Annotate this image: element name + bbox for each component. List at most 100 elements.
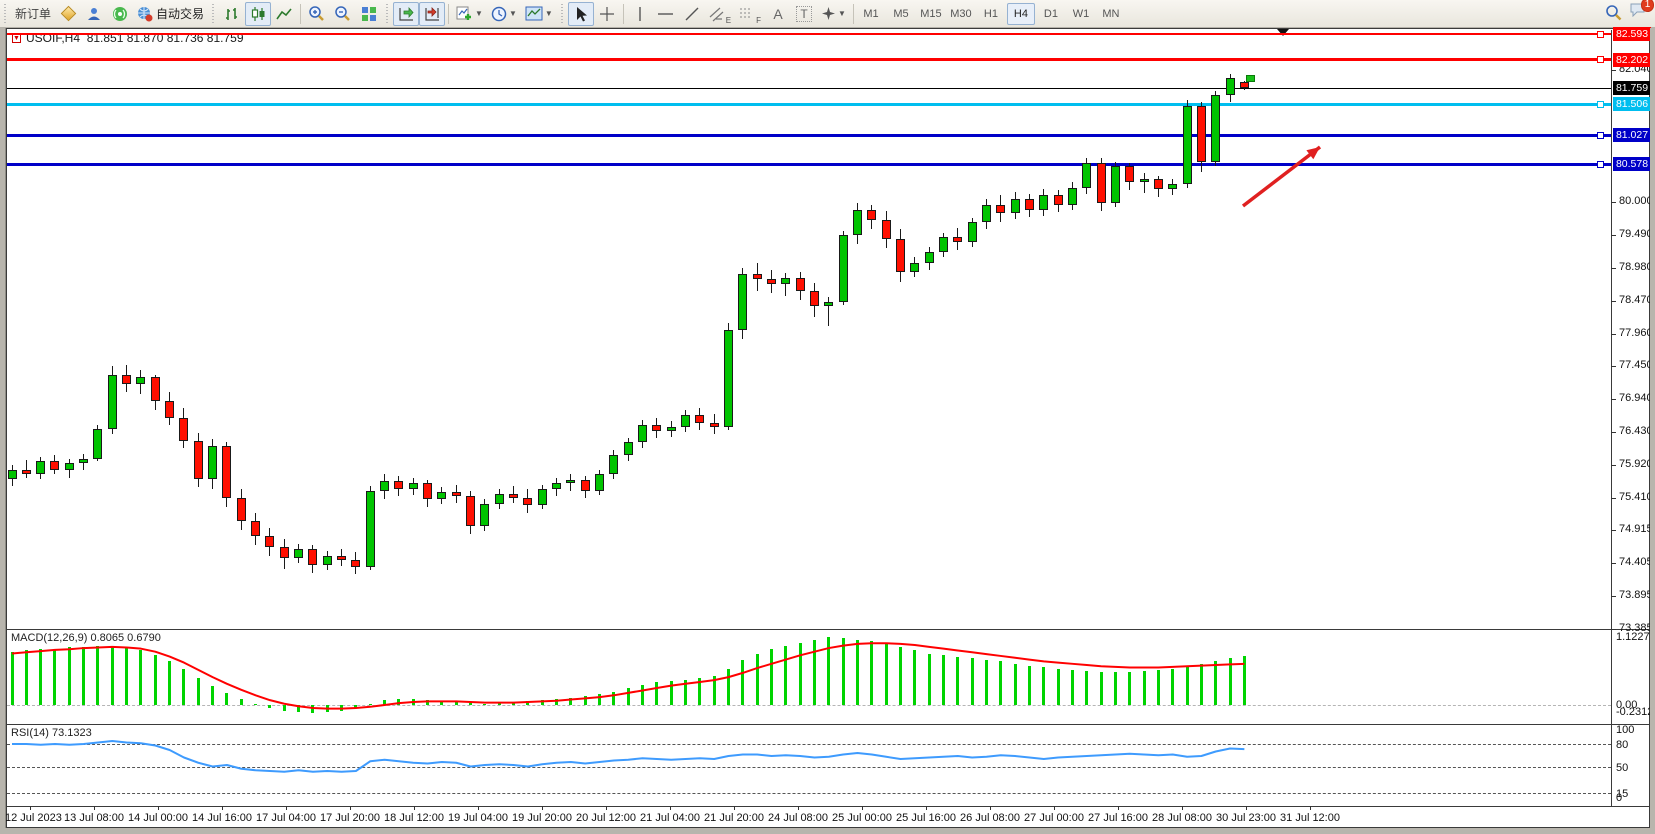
level-line-handle[interactable] [1597, 30, 1604, 38]
text-label-tool[interactable]: T [791, 2, 817, 26]
new-order-button[interactable]: 新订单 [11, 2, 55, 26]
autotrading-globe-icon [138, 6, 153, 21]
panel-separator[interactable] [7, 724, 1650, 725]
auto-scroll-icon[interactable] [393, 1, 420, 26]
new-chart-button[interactable]: ▼ [452, 2, 487, 26]
search-icon[interactable] [1605, 4, 1622, 21]
bar-chart-icon[interactable] [219, 2, 245, 26]
tile-windows-icon[interactable] [356, 2, 382, 26]
time-tick [798, 806, 799, 810]
macd-histogram-bar [526, 701, 530, 705]
timeframe-w1[interactable]: W1 [1072, 7, 1090, 20]
candle-body [681, 414, 690, 427]
annotation-arrow-head[interactable] [1306, 147, 1320, 160]
templates-button[interactable]: ▼ [521, 2, 557, 26]
macd-histogram-bar [1199, 663, 1203, 705]
candle-body [580, 479, 590, 492]
mql5-community-icon[interactable] [81, 2, 107, 26]
timeframe-h1[interactable]: H1 [983, 7, 998, 20]
chart-shift-icon[interactable] [419, 1, 446, 26]
macd-histogram-bar [712, 675, 716, 705]
annotation-arrow-shaft[interactable] [1241, 145, 1322, 208]
level-line-handle[interactable] [1597, 100, 1604, 108]
level-line-handle[interactable] [1597, 160, 1604, 168]
time-axis[interactable] [7, 807, 1611, 827]
autotrading-button[interactable]: 自动交易 [133, 2, 208, 26]
candle-body [1125, 166, 1135, 183]
time-axis-label: 14 Jul 00:00 [128, 812, 188, 824]
line-chart-icon[interactable] [271, 2, 297, 26]
time-tick [350, 806, 351, 810]
level-line-handle[interactable] [1597, 56, 1604, 64]
rsi-level-line[interactable] [7, 744, 1611, 745]
candle-body [107, 374, 117, 430]
price-level-line[interactable] [7, 87, 1611, 89]
price-level-line[interactable] [7, 33, 1611, 36]
horizontal-line-icon [658, 12, 674, 15]
toolbar-separator [852, 3, 854, 24]
candle-body [451, 492, 461, 496]
periods-button[interactable]: ▼ [487, 2, 521, 26]
radio-waves-icon [113, 6, 128, 21]
time-axis-label: 25 Jul 00:00 [832, 812, 892, 824]
cursor-tool[interactable] [567, 1, 594, 26]
timeframe-m15[interactable]: M15 [920, 7, 942, 20]
toolbar: 新订单 自动交易 [0, 0, 1655, 28]
current-bar-marker [1246, 75, 1255, 82]
chart-plot-area[interactable] [7, 30, 1611, 628]
fibonacci-tool[interactable]: F [735, 2, 765, 26]
rsi-scale-label: 0 [1616, 792, 1623, 804]
rsi-level-line[interactable] [7, 767, 1611, 768]
arrows-tool[interactable]: ▼ [817, 2, 850, 26]
text-tool[interactable]: A [765, 2, 791, 26]
arrows-star-icon [822, 7, 836, 20]
metaeditor-icon[interactable] [55, 2, 81, 26]
toolbar-grip[interactable] [210, 3, 218, 24]
candle-body [638, 424, 648, 443]
candlestick-chart-icon[interactable] [245, 1, 272, 26]
time-tick [990, 806, 991, 810]
price-level-line[interactable] [7, 133, 1611, 137]
price-level-line[interactable] [7, 58, 1611, 62]
timeframe-m5[interactable]: M5 [893, 7, 909, 20]
equidistant-channel-tool[interactable]: E [705, 2, 735, 26]
candle-body [122, 374, 132, 384]
candle-body [566, 479, 576, 483]
timeframe-h4[interactable]: H4 [1006, 2, 1035, 25]
timeframe-d1[interactable]: D1 [1043, 7, 1058, 20]
level-line-handle[interactable] [1597, 131, 1604, 139]
frame-bottom [0, 828, 1655, 834]
macd-histogram-bar [540, 700, 544, 705]
notifications-button[interactable]: 1 [1630, 0, 1654, 22]
text-a-icon: A [773, 5, 783, 22]
timeframe-m30[interactable]: M30 [950, 7, 972, 20]
zoom-in-icon[interactable] [304, 2, 330, 26]
rsi-level-line[interactable] [7, 793, 1611, 794]
timeframe-m1[interactable]: M1 [863, 7, 879, 20]
toolbar-grip[interactable] [2, 3, 9, 24]
panel-separator[interactable] [7, 629, 1650, 630]
macd-zero-line [7, 705, 1611, 706]
crosshair-tool[interactable] [594, 2, 620, 26]
price-axis[interactable] [1611, 30, 1651, 806]
timeframe-mn[interactable]: MN [1102, 7, 1120, 20]
chart-shift-marker[interactable] [1277, 29, 1289, 36]
candle-body [165, 400, 175, 419]
toolbar-grip[interactable] [384, 3, 392, 24]
time-tick [478, 806, 479, 810]
signals-icon[interactable] [107, 2, 133, 26]
trendline-tool[interactable] [679, 2, 705, 26]
price-level-line[interactable] [7, 102, 1611, 106]
price-level-line[interactable] [7, 162, 1611, 166]
horizontal-line-tool[interactable] [653, 2, 679, 26]
chevron-down-icon: ▼ [544, 9, 553, 18]
autoscroll-arrow-icon [398, 6, 414, 21]
macd-histogram-bar [53, 648, 57, 705]
vertical-line-tool[interactable] [627, 2, 653, 26]
price-tick [1611, 70, 1616, 71]
candle-body [1053, 195, 1063, 205]
zoom-out-icon[interactable] [330, 2, 356, 26]
toolbar-grip[interactable] [558, 3, 566, 24]
panel-separator[interactable] [7, 806, 1650, 807]
time-tick [1118, 806, 1119, 810]
